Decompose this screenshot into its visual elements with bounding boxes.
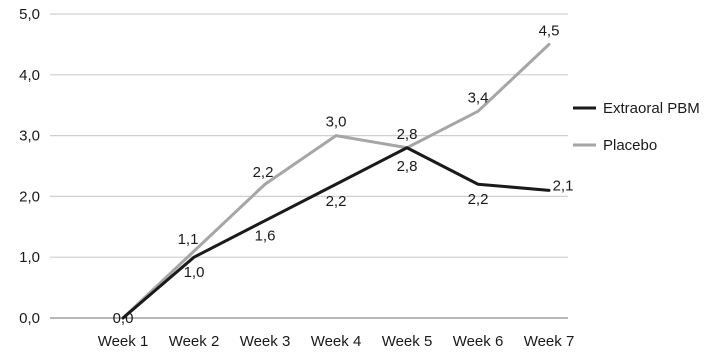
data-label: 3,0: [326, 114, 347, 131]
x-tick-label: Week 6: [453, 333, 504, 350]
gridlines: [50, 13, 568, 319]
y-tick-label: 5,0: [19, 6, 40, 23]
x-tick-label: Week 2: [169, 333, 220, 350]
x-tick-label: Week 5: [382, 333, 433, 350]
legend-label: Extraoral PBM: [603, 100, 700, 117]
data-label: 3,4: [468, 89, 489, 106]
y-tick-label: 3,0: [19, 128, 40, 145]
series-lines: [121, 42, 551, 320]
axes: 0,0 1,0 2,0 3,0 4,0 5,0 Week 1 Week 2 Week 3 Week…: [19, 6, 574, 350]
data-label: 2,2: [468, 191, 489, 208]
data-label: 1,0: [184, 264, 205, 281]
x-tick-label: Week 1: [98, 333, 149, 350]
y-tick-label: 2,0: [19, 188, 40, 205]
legend: Extraoral PBM Placebo: [573, 100, 700, 154]
data-label: 2,1: [553, 177, 574, 194]
data-label: 1,6: [255, 228, 276, 245]
y-tick-label: 0,0: [19, 310, 40, 327]
y-tick-label: 1,0: [19, 249, 40, 266]
data-label: 4,5: [539, 22, 560, 39]
data-label: 2,8: [397, 158, 418, 175]
legend-label: Placebo: [603, 137, 657, 154]
data-labels: 0,0 1,0 1,6 2,2 2,8 2,2 2,1 1,1 2,2 3,0 2,8 3,4 4,5: [113, 22, 574, 327]
y-tick-label: 4,0: [19, 67, 40, 84]
x-tick-label: Week 4: [311, 333, 362, 350]
series-line-extraoral-pbm: [121, 146, 551, 320]
x-tick-label: Week 7: [524, 333, 575, 350]
series-line-placebo: [121, 42, 551, 320]
data-label: 2,2: [326, 193, 347, 210]
data-label: 2,2: [253, 164, 274, 181]
x-tick-label: Week 3: [240, 333, 291, 350]
data-label: 1,1: [178, 231, 199, 248]
data-label: 2,8: [397, 126, 418, 143]
data-label: 0,0: [113, 310, 134, 327]
